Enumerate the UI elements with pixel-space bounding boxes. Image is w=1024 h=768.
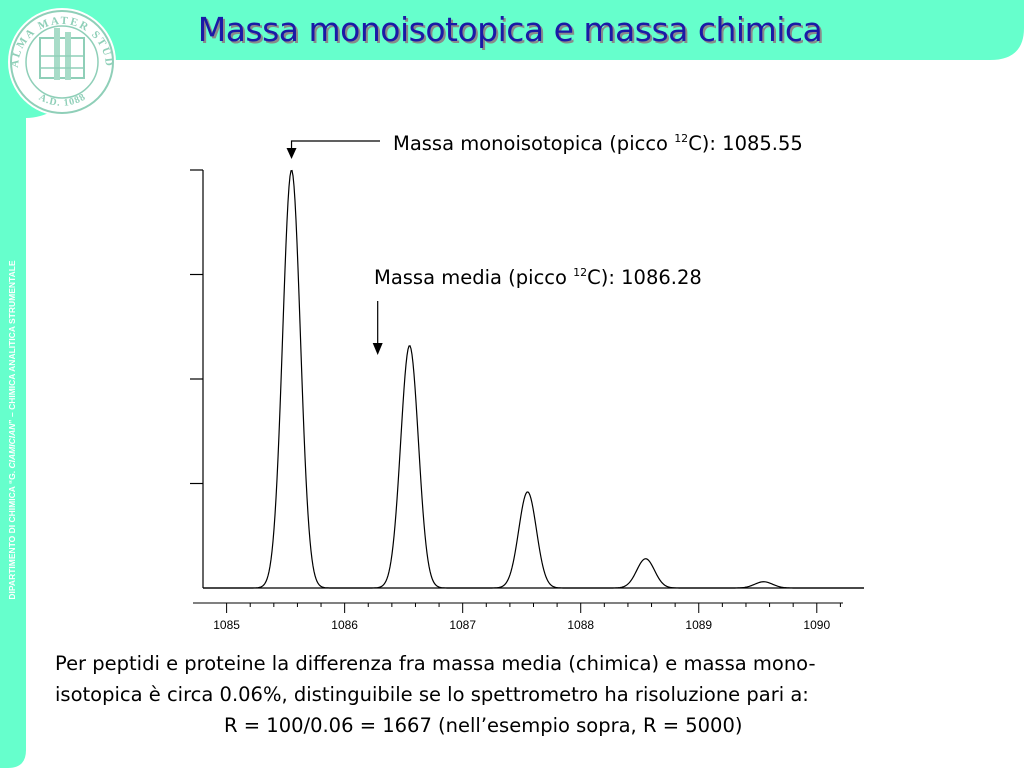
mono-arrow-line: [290, 140, 380, 152]
body-line-2: isotopica è circa 0.06%, distinguibile s…: [55, 683, 809, 706]
x-tick-label: 1087: [449, 618, 476, 632]
slide-title: Massa monoisotopica e massa chimica: [197, 10, 823, 49]
x-tick-label: 1089: [685, 618, 712, 632]
media-arrow-head: [372, 343, 383, 355]
body-line-1: Per peptidi e proteine la differenza fra…: [55, 652, 816, 675]
average-mass-annotation: Massa media (picco 12C): 1086.28: [374, 266, 702, 289]
seal-year: A.D. 1088: [37, 91, 87, 108]
chart-ticks: 1085 1086 1087 1088 1089 1090: [190, 169, 841, 632]
x-tick-label: 1086: [331, 618, 358, 632]
monoisotopic-mass-annotation: Massa monoisotopica (picco 12C): 1085.55: [393, 132, 803, 155]
x-tick-label: 1088: [567, 618, 594, 632]
x-tick-label: 1090: [803, 618, 830, 632]
svg-text:A.D. 1088: A.D. 1088: [37, 91, 88, 108]
chart-arrows: [286, 140, 383, 355]
spectrum-line: [203, 169, 864, 589]
body-line-3: R = 100/0.06 = 1667 (nell’esempio sopra,…: [224, 714, 743, 737]
chart-axes: [193, 170, 864, 604]
mono-arrow-head: [286, 148, 297, 159]
university-seal-logo: ALMA MATER STUDIORUM A.D. 1088: [8, 8, 116, 116]
x-tick-label: 1085: [213, 618, 240, 632]
